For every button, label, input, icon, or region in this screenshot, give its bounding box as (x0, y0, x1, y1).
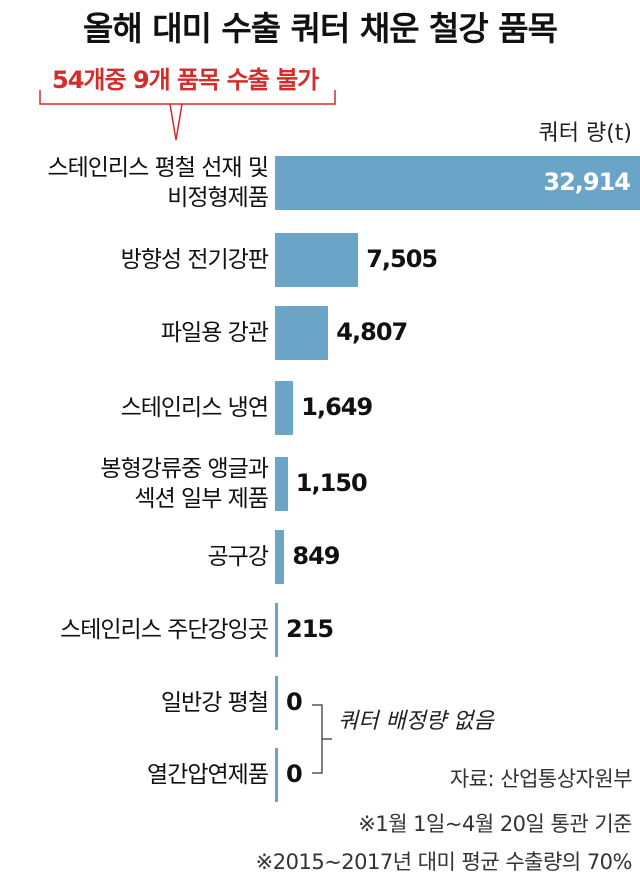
bar (275, 457, 288, 511)
category-label: 봉형강류중 앵글과 섹션 일부 제품 (100, 456, 269, 512)
value-label: 849 (292, 542, 340, 570)
unit-label: 쿼터 량(t) (538, 121, 632, 146)
value-label: 0 (286, 760, 303, 788)
value-label: 1,150 (295, 469, 368, 497)
footnote: ※2015~2017년 대미 평균 수출량의 70% (255, 850, 633, 874)
value-label: 1,649 (301, 393, 373, 421)
bar (275, 530, 285, 584)
category-label: 스테인리스 평철 선재 및 비정형제품 (47, 155, 269, 211)
chart-title: 올해 대미 수출 쿼터 채운 철강 품목 (83, 9, 558, 48)
bar (275, 603, 278, 657)
bar (275, 233, 359, 287)
category-label: 방향성 전기강판 (120, 247, 269, 273)
bar (275, 676, 278, 730)
bar (275, 748, 278, 802)
value-label: 0 (286, 688, 303, 716)
annotation: 쿼터 배정량 없음 (338, 709, 494, 734)
subtitle: 54개중 9개 품목 수출 불가 (52, 66, 319, 94)
category-label: 파일용 강관 (160, 320, 269, 346)
category-label: 일반강 평철 (160, 690, 269, 716)
category-label: 스테인리스 주단강잉곳 (60, 617, 269, 643)
value-label: 7,505 (366, 245, 438, 273)
value-label: 215 (286, 615, 334, 643)
bar (275, 306, 329, 360)
source: 자료: 산업통상자원부 (449, 767, 633, 791)
category-label: 열간압연제품 (147, 762, 269, 788)
footnote: ※1월 1일~4월 20일 통관 기준 (358, 812, 632, 836)
bar (275, 381, 294, 435)
value-label: 4,807 (336, 318, 408, 346)
value-label: 32,914 (543, 168, 631, 196)
bar (275, 156, 640, 210)
category-label: 공구강 (207, 544, 269, 570)
category-label: 스테인리스 냉연 (120, 395, 269, 421)
